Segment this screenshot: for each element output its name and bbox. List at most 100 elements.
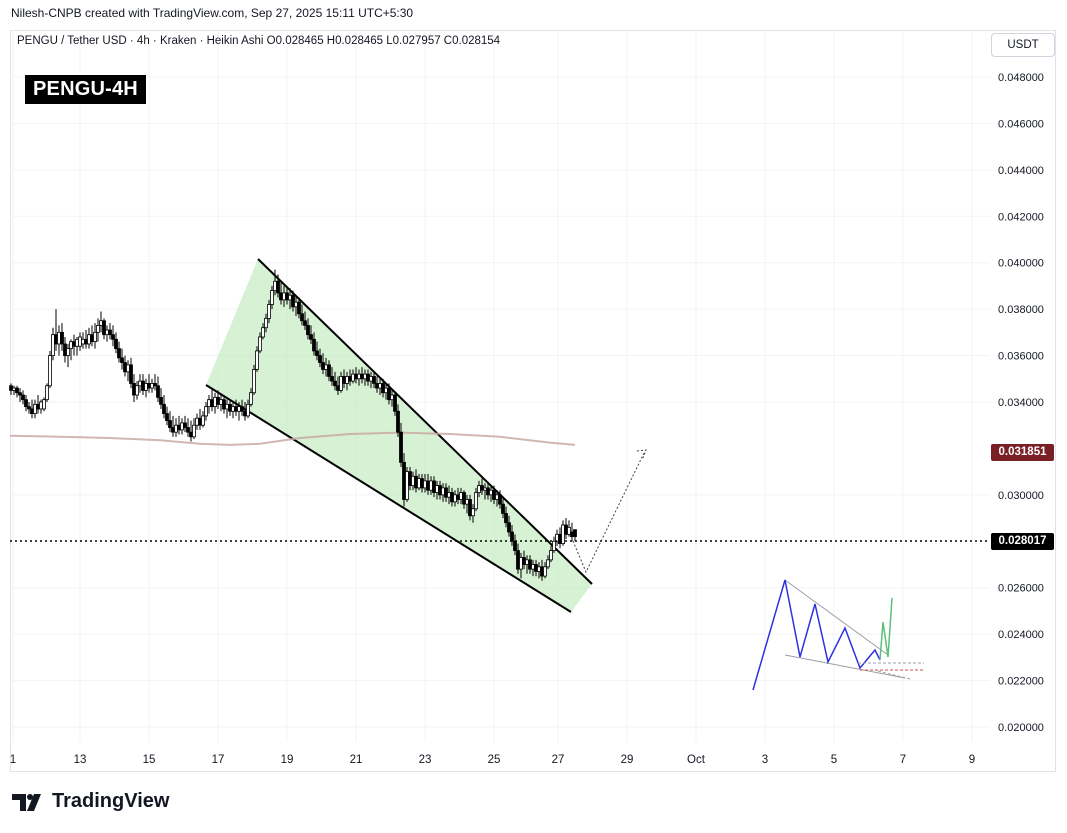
candle-bull bbox=[357, 373, 361, 380]
price-tick-label: 0.036000 bbox=[998, 351, 1044, 363]
candle-bull bbox=[51, 334, 55, 356]
candle-bear bbox=[222, 399, 226, 410]
candle-bull bbox=[225, 403, 229, 410]
candle-bull bbox=[57, 331, 61, 345]
price-tick-label: 0.026000 bbox=[998, 583, 1044, 595]
candle-bull bbox=[66, 348, 70, 356]
candle-bear bbox=[402, 461, 406, 500]
candle-bear bbox=[297, 301, 301, 315]
candle-bear bbox=[570, 531, 574, 538]
candle-bull bbox=[150, 383, 154, 389]
candle-bear bbox=[111, 334, 115, 340]
candle-bull bbox=[378, 383, 382, 389]
candle-bear bbox=[375, 383, 379, 389]
candle-bear bbox=[303, 320, 307, 326]
time-tick-label: 15 bbox=[143, 754, 156, 766]
candle-bear bbox=[558, 533, 562, 545]
candle-bear bbox=[279, 292, 283, 301]
candle-bear bbox=[159, 396, 163, 405]
candle-bear bbox=[216, 396, 220, 405]
tradingview-logo[interactable]: TradingView bbox=[12, 790, 169, 813]
price-axis: 0.048000 0.046000 0.044000 0.042000 0.040000… bbox=[998, 72, 1044, 734]
candle-bull bbox=[42, 399, 46, 410]
candle-bear bbox=[18, 392, 22, 396]
candle-bear bbox=[372, 376, 376, 384]
candle-bull bbox=[369, 376, 373, 382]
candle-bear bbox=[504, 513, 508, 524]
candle-bear bbox=[333, 380, 337, 387]
candle-bull bbox=[39, 401, 43, 410]
candle-bear bbox=[114, 338, 118, 350]
candle-bull bbox=[261, 327, 265, 338]
candle-bear bbox=[573, 529, 577, 538]
candle-bear bbox=[354, 373, 358, 380]
time-tick-label: 9 bbox=[969, 754, 975, 766]
chart-frame bbox=[10, 30, 1056, 772]
price-tick-label: 0.038000 bbox=[998, 304, 1044, 316]
moving-average-line bbox=[9, 431, 576, 446]
time-tick-label: Oct bbox=[687, 754, 706, 766]
candle-bear bbox=[456, 494, 460, 500]
time-tick-label: 7 bbox=[900, 754, 906, 766]
candle-bear bbox=[21, 394, 25, 401]
time-tick-label: 5 bbox=[831, 754, 837, 766]
candle-bull bbox=[417, 478, 421, 489]
candle-bull bbox=[69, 341, 73, 350]
candle-bull bbox=[78, 336, 82, 347]
time-tick-label: 27 bbox=[552, 754, 565, 766]
price-tick-label: 0.034000 bbox=[998, 397, 1044, 409]
candle-bear bbox=[513, 540, 517, 551]
candle-bear bbox=[27, 406, 31, 410]
candle-bear bbox=[510, 531, 514, 542]
falling-wedge-fill bbox=[206, 259, 592, 612]
candle-bull bbox=[552, 540, 556, 551]
candle-bear bbox=[528, 559, 532, 570]
candle-bull bbox=[219, 399, 223, 405]
candle-bear bbox=[102, 320, 106, 336]
candle-bull bbox=[411, 475, 415, 486]
time-tick-label: 25 bbox=[488, 754, 501, 766]
candle-bull bbox=[258, 336, 262, 352]
ma-price-label: 0.031851 bbox=[991, 444, 1054, 461]
wedge-lower-trendline bbox=[205, 384, 572, 613]
candle-bear bbox=[486, 487, 490, 496]
candle-bear bbox=[9, 385, 13, 391]
candle-bull bbox=[180, 422, 184, 431]
candle-bull bbox=[384, 387, 388, 394]
candle-bear bbox=[399, 431, 403, 463]
candle-bear bbox=[381, 383, 385, 394]
candle-bull bbox=[231, 406, 235, 412]
currency-button[interactable]: USDT bbox=[991, 33, 1055, 57]
price-tick-label: 0.040000 bbox=[998, 258, 1044, 270]
candle-bear bbox=[534, 564, 538, 572]
projection-path bbox=[572, 450, 646, 574]
time-tick-label: 3 bbox=[762, 754, 768, 766]
candle-bull bbox=[138, 380, 142, 387]
candle-bull bbox=[555, 533, 559, 542]
candle-bull bbox=[75, 338, 79, 347]
candle-bull bbox=[324, 364, 328, 370]
candle-bear bbox=[498, 494, 502, 505]
candle-bear bbox=[240, 406, 244, 412]
candle-bull bbox=[345, 376, 349, 384]
price-tick-label: 0.022000 bbox=[998, 676, 1044, 688]
price-tick-label: 0.048000 bbox=[998, 72, 1044, 84]
price-tick-label: 0.024000 bbox=[998, 629, 1044, 641]
candle-bear bbox=[468, 499, 472, 517]
candle-bear bbox=[186, 427, 190, 433]
candle-bull bbox=[144, 383, 148, 391]
candle-bull bbox=[543, 566, 547, 577]
candle-bull bbox=[495, 494, 499, 500]
candle-bull bbox=[531, 564, 535, 570]
candle-bear bbox=[564, 524, 568, 535]
candle-bear bbox=[24, 399, 28, 408]
candle-bull bbox=[363, 373, 367, 380]
candle-bear bbox=[348, 376, 352, 382]
candle-bear bbox=[108, 329, 112, 336]
candle-bear bbox=[540, 566, 544, 577]
candle-bear bbox=[147, 383, 151, 389]
candle-bull bbox=[351, 373, 355, 382]
candle-bull bbox=[441, 487, 445, 496]
candle-bull bbox=[204, 406, 208, 417]
